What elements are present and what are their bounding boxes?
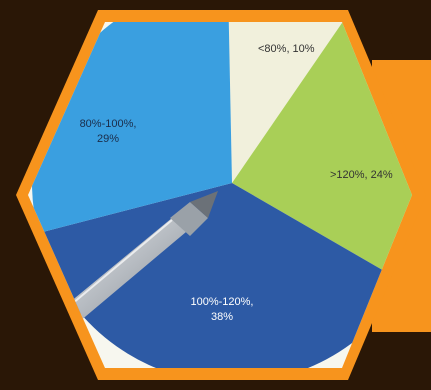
slice-label-over-120: >120%, 24%: [330, 169, 393, 181]
slice-label-under-80: <80%, 10%: [258, 43, 315, 55]
pie-labels: <80%, 10% >120%, 24% 100%-120%, 38% 80%-…: [80, 43, 393, 323]
slice-label-100-120-line2: 38%: [211, 311, 233, 323]
pie-slices: [32, 22, 412, 368]
slice-label-100-120-line1: 100%-120%,: [191, 296, 254, 308]
pie-slice-under-80: [228, 22, 346, 183]
pie-slice-100-120: [38, 183, 406, 368]
slice-label-80-100-line1: 80%-100%,: [80, 118, 137, 130]
slice-label-80-100-line2: 29%: [97, 133, 119, 145]
pie-slice-80-100: [32, 22, 232, 234]
